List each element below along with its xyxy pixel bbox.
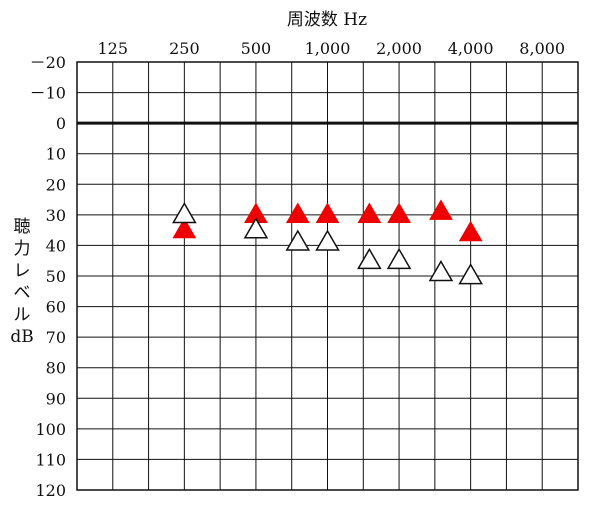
x-tick-labels: 125 250 500 1,000 2,000 4,000 8,000 (98, 39, 566, 58)
y-tick-label: 40 (46, 236, 66, 255)
open-triangle-point (428, 260, 454, 282)
y-tick-labels: －20 －10 0 10 20 30 40 50 60 70 80 90 100 110 120 (30, 53, 66, 500)
open-triangle-point (357, 247, 382, 270)
y-tick-label: －10 (30, 84, 66, 103)
y-tick-label: 100 (35, 420, 66, 439)
y-tick-label: 50 (46, 267, 66, 286)
open-triangle-point (315, 229, 340, 251)
open-triangle-point (243, 217, 269, 239)
data-marks (172, 199, 483, 285)
y-axis-title-char: 力 (14, 239, 31, 259)
open-triangle-point (386, 247, 412, 270)
x-tick-label: 125 (98, 39, 129, 58)
y-tick-label: 20 (46, 175, 66, 194)
filled-triangle-point (387, 202, 411, 223)
y-axis-title-char: ル (14, 305, 31, 325)
y-axis-title-char: 聴 (14, 217, 31, 237)
y-tick-label: －20 (30, 53, 66, 72)
plot-frame (76, 61, 579, 491)
y-tick-label: 120 (35, 481, 66, 500)
x-tick-label: 250 (169, 39, 200, 58)
filled-triangle-point (458, 220, 483, 242)
x-tick-label: 1,000 (305, 39, 351, 58)
filled-triangle-point (172, 217, 197, 239)
x-tick-label: 4,000 (448, 39, 494, 58)
y-axis-title-char: ベ (14, 283, 31, 303)
open-triangle-point (458, 263, 483, 285)
x-tick-label: 2,000 (376, 39, 422, 58)
open-triangle-point (172, 201, 197, 224)
y-axis-title-char: レ (14, 261, 31, 281)
filled-triangle-point (429, 199, 453, 220)
y-axis-title-char: dB (10, 327, 33, 347)
y-tick-label: 110 (35, 450, 66, 469)
filled-triangle-point (285, 202, 310, 223)
y-tick-label: 0 (56, 114, 66, 133)
y-tick-label: 80 (46, 359, 66, 378)
y-tick-label: 10 (46, 145, 66, 164)
y-tick-label: 60 (46, 298, 66, 317)
filled-triangle-point (315, 202, 340, 223)
x-tick-label: 8,000 (519, 39, 565, 58)
filled-triangle-point (357, 202, 382, 223)
x-axis-title: 周波数 Hz (287, 10, 367, 30)
y-tick-label: 70 (46, 328, 66, 347)
chart-grid (76, 61, 579, 491)
y-tick-label: 30 (46, 206, 66, 225)
x-tick-label: 500 (241, 39, 272, 58)
y-tick-label: 90 (46, 389, 66, 408)
open-triangle-point (285, 229, 311, 251)
